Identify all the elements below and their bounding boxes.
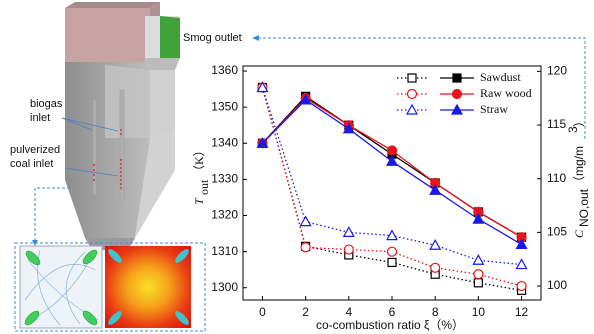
- y-label-sub: out: [197, 179, 211, 195]
- marker: [407, 105, 417, 114]
- x-tick-label: 10: [472, 305, 486, 319]
- velocity-field: [20, 246, 102, 328]
- arrow-head: [252, 35, 259, 41]
- marker: [388, 146, 397, 155]
- y2-tick-label: 115: [547, 117, 566, 131]
- x-tick-label: 0: [259, 305, 266, 319]
- y-tick-label: 1310: [211, 244, 238, 258]
- biogas-label: biogas: [30, 98, 63, 110]
- temperature-field: [105, 246, 191, 328]
- marker: [453, 74, 461, 82]
- y2-label-sub: NO,out: [577, 188, 591, 227]
- x-axis-label: co-combustion ratio ξ（%）: [316, 318, 464, 332]
- marker: [453, 90, 462, 99]
- y2-label-unit: （mg/m: [572, 146, 586, 188]
- x-tick-label: 12: [515, 305, 529, 319]
- marker: [473, 255, 483, 264]
- legend-label: Sawdust: [480, 70, 521, 84]
- y2-tick-label: 110: [547, 171, 566, 185]
- y2-tick-label: 120: [547, 64, 567, 78]
- marker: [388, 258, 396, 266]
- y2-label-main: C: [572, 229, 586, 238]
- x-tick-label: 2: [302, 305, 309, 319]
- marker: [431, 263, 440, 272]
- figure: biogas inlet pulverized coal inlet Smog …: [0, 0, 594, 334]
- legend-label: Raw wood: [480, 86, 532, 100]
- boiler-render: [62, 2, 180, 250]
- coal-label: pulverized: [10, 144, 60, 156]
- x-tick-label: 6: [389, 305, 396, 319]
- y-tick-label: 1320: [211, 208, 238, 222]
- x-tick-label: 4: [345, 305, 352, 319]
- marker: [301, 217, 311, 226]
- y-axis-label: T out （K）: [192, 144, 211, 205]
- marker: [408, 74, 416, 82]
- marker: [474, 270, 483, 279]
- y-tick-label: 1350: [211, 99, 238, 113]
- marker: [301, 243, 310, 252]
- y2-tick-label: 105: [547, 225, 567, 239]
- y-label-unit: （K）: [192, 144, 206, 177]
- y-tick-label: 1340: [211, 135, 238, 149]
- y2-label-end: ）: [572, 115, 586, 127]
- y-tick-label: 1360: [211, 63, 238, 77]
- marker: [388, 247, 397, 256]
- y2-axis-label: C NO,out （mg/m 3 ）: [566, 115, 591, 238]
- y-label-main: T: [192, 197, 206, 205]
- marker: [344, 245, 353, 254]
- marker: [517, 282, 526, 291]
- marker: [474, 279, 482, 287]
- smog-label: Smog outlet: [183, 32, 242, 44]
- marker: [408, 90, 417, 99]
- y2-tick-label: 100: [547, 278, 567, 292]
- y-tick-label: 1330: [211, 172, 238, 186]
- x-tick-label: 8: [432, 305, 439, 319]
- y-tick-label: 1300: [211, 280, 238, 294]
- coal-label: coal inlet: [10, 158, 53, 170]
- biogas-label: inlet: [30, 112, 50, 124]
- marker: [517, 260, 527, 269]
- marker: [344, 227, 354, 236]
- legend-label: Straw: [480, 102, 508, 116]
